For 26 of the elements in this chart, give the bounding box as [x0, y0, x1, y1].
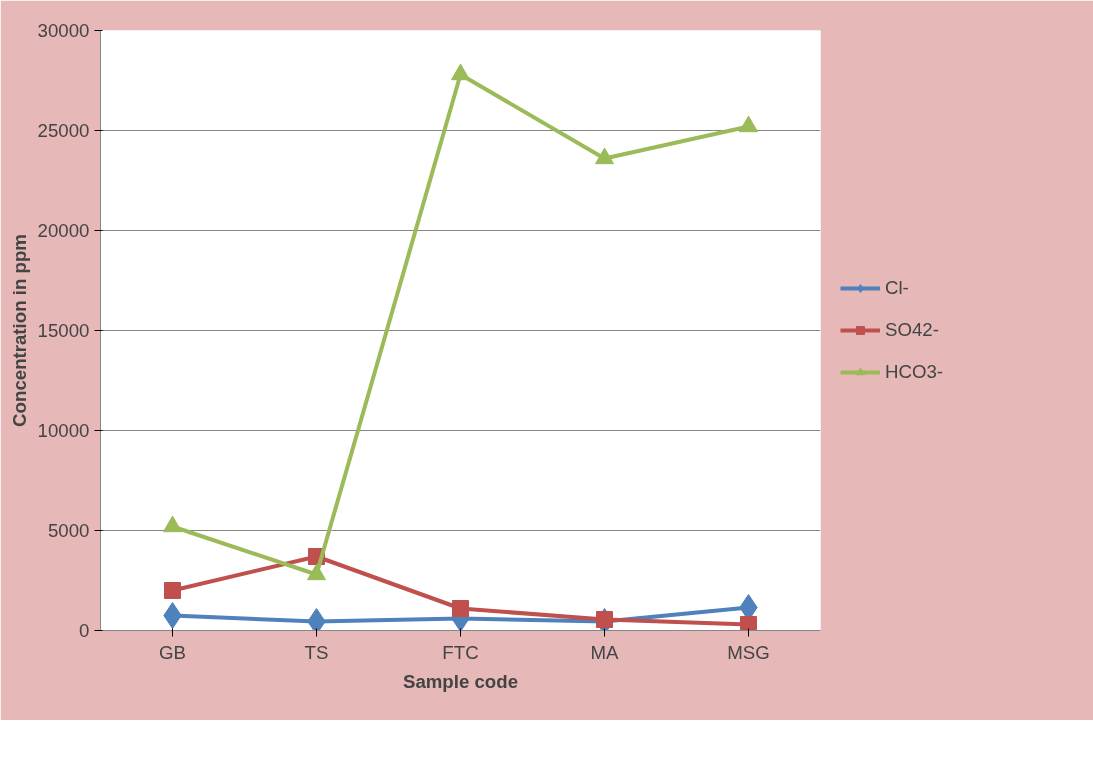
point: [739, 115, 758, 133]
x-tick-label: FTC: [442, 641, 479, 663]
point: [164, 582, 181, 599]
x-tick-label: TS: [304, 641, 329, 663]
y-tick-label: 15000: [37, 320, 90, 341]
y-tick-label: 30000: [37, 20, 90, 41]
point: [595, 147, 614, 165]
point: [163, 515, 182, 533]
legend-label: Cl-: [885, 277, 909, 299]
point: [307, 563, 326, 581]
y-tick-label: 0: [79, 620, 90, 641]
point: [163, 602, 182, 629]
legend-label: SO42-: [885, 319, 939, 341]
y-axis-title: Concentration in ppm: [8, 234, 30, 427]
point: [451, 63, 470, 81]
x-tick-label: MSG: [727, 641, 770, 663]
y-tick-label: 5000: [48, 520, 90, 541]
point: [452, 600, 469, 617]
point: [740, 616, 757, 631]
legend-label: HCO3-: [885, 361, 944, 383]
x-tick-label: MA: [590, 641, 620, 663]
y-tick-label: 25000: [37, 120, 90, 141]
x-axis-title: Sample code: [402, 670, 519, 692]
y-tick-label: 20000: [37, 220, 90, 241]
y-tick-label: 10000: [37, 420, 90, 441]
x-tick-label: GB: [159, 641, 186, 663]
